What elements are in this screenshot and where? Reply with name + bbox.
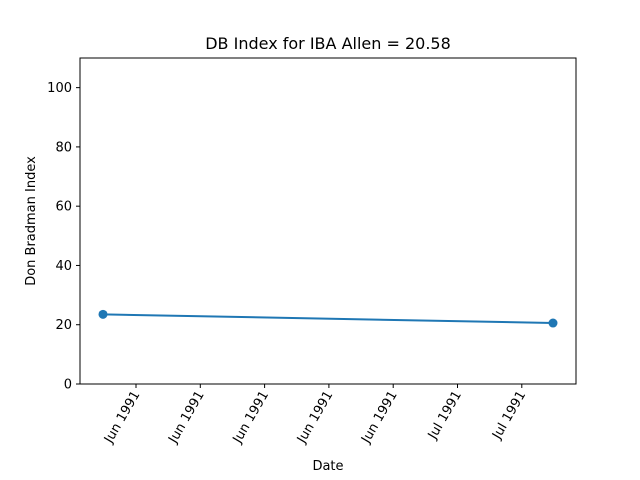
x-axis-label: Date xyxy=(312,459,343,474)
x-tick-label: Jun 1991 xyxy=(101,389,143,447)
series-line xyxy=(102,313,554,325)
x-tick-label: Jul 1991 xyxy=(425,389,465,443)
x-tick-label: Jun 1991 xyxy=(230,389,272,447)
x-tick-label: Jun 1991 xyxy=(294,389,336,447)
chart-title: DB Index for IBA Allen = 20.58 xyxy=(205,34,451,53)
y-tick-label: 40 xyxy=(55,259,72,274)
y-tick-label: 100 xyxy=(47,81,72,96)
y-tick-label: 80 xyxy=(55,140,72,155)
x-tick-label: Jul 1991 xyxy=(489,389,529,443)
x-tick-label: Jun 1991 xyxy=(166,389,208,447)
x-axis: Jun 1991 Jun 1991 Jun 1991 Jun 1991 Jun 1991… xyxy=(101,384,529,447)
y-tick-label: 20 xyxy=(55,318,72,333)
y-axis: 0 20 40 60 80 100 xyxy=(47,81,80,393)
series-layer xyxy=(98,309,558,328)
data-point xyxy=(548,318,558,328)
y-tick-label: 60 xyxy=(55,200,72,215)
data-point xyxy=(98,309,108,319)
plot-area-frame xyxy=(79,57,577,385)
x-tick-label: Jun 1991 xyxy=(358,389,400,447)
y-axis-label: Don Bradman Index xyxy=(24,156,39,286)
y-tick-label: 0 xyxy=(64,378,72,393)
